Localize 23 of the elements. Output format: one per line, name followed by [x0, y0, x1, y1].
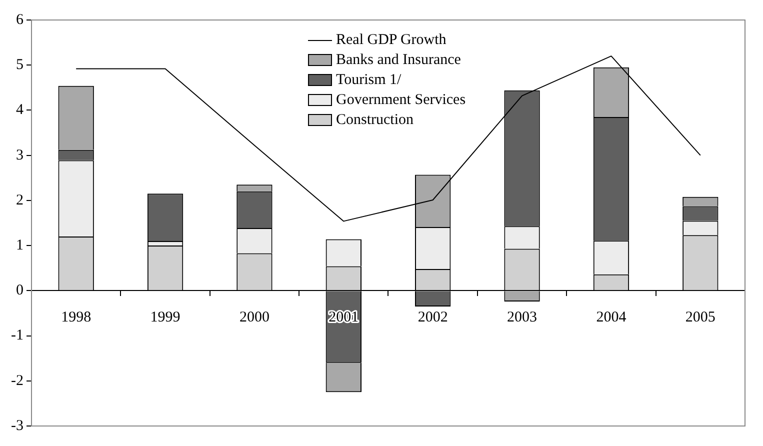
- legend-label: Banks and Insurance: [336, 51, 461, 70]
- x-tick-label: 2000: [239, 310, 270, 326]
- y-tick-label: 5: [16, 57, 24, 74]
- legend-label: Construction: [336, 111, 414, 130]
- y-tick-label: 1: [16, 237, 24, 254]
- x-tick-label: 1998: [61, 310, 92, 326]
- y-tick-label: -3: [10, 418, 24, 434]
- x-tick-label: 2003: [507, 310, 538, 326]
- x-tick-label: 2002: [418, 310, 448, 326]
- legend-label: Government Services: [336, 91, 466, 110]
- x-tick-label: 1999: [150, 310, 180, 326]
- y-tick-label: -1: [10, 328, 24, 344]
- x-tick-label: 2001: [328, 310, 359, 326]
- y-tick-label: 2: [16, 192, 24, 208]
- legend-label: Tourism 1/: [336, 71, 402, 90]
- y-tick-label: 6: [16, 12, 24, 28]
- y-tick-label: 4: [16, 102, 24, 118]
- y-tick-label: 3: [16, 147, 24, 164]
- x-tick-label: 2004: [596, 310, 627, 326]
- x-tick-label: 2005: [685, 310, 716, 326]
- y-tick-label: -2: [10, 372, 24, 389]
- legend-label: Real GDP Growth: [336, 31, 446, 50]
- y-tick-label: 0: [16, 282, 24, 299]
